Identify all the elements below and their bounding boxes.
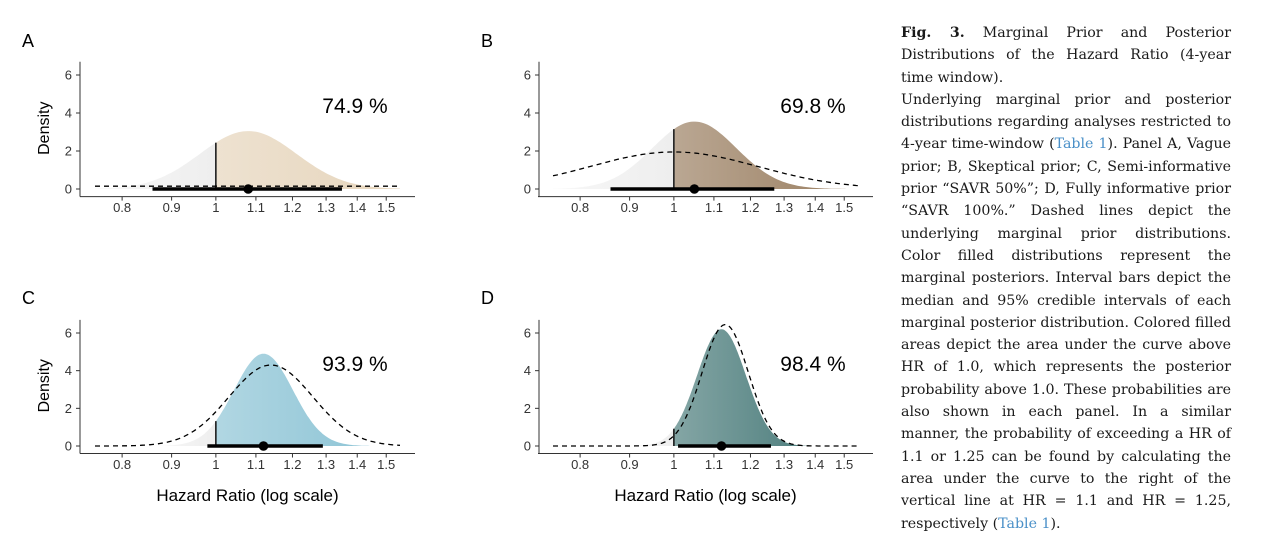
- x-tick-label: 1.4: [806, 457, 824, 472]
- x-tick-label: 1.4: [348, 200, 366, 215]
- x-tick-label: 0.9: [621, 457, 639, 472]
- y-tick-label: 4: [524, 106, 531, 121]
- panel-b: B 0 2 4 6 0.8 0.9 1 1.1 1.2 1.3 1.4 1.5 69.8 %: [481, 31, 873, 215]
- y-tick-label: 4: [65, 106, 72, 121]
- panel-a: A 0 2 4 6 Density 0.8 0.9 1 1.1 1.2 1.3 1.4 1.5 74.9 %: [22, 31, 415, 215]
- y-tick-label: 0: [65, 439, 72, 454]
- x-tick-label: 0.8: [113, 200, 131, 215]
- panel-c: C 0 2 4 6 Density 0.8 0.9 1 1.1 1.2 1.3 1.4 1.5 Hazard…: [22, 288, 415, 505]
- x-tick-label: 1.5: [835, 457, 853, 472]
- caption-body-2: ). Panel A, Vague prior; B, Skeptical pr…: [901, 136, 1231, 532]
- y-tick-label: 6: [65, 326, 72, 341]
- y-tick-label: 0: [524, 182, 531, 197]
- x-tick-label: 1.2: [741, 200, 759, 215]
- median-point: [258, 441, 269, 451]
- y-tick-label: 6: [524, 68, 531, 83]
- x-tick-label: 1.5: [835, 200, 853, 215]
- x-tick-label: 0.9: [163, 200, 181, 215]
- x-tick-label: 1.4: [806, 200, 824, 215]
- x-tick-label: 1.5: [377, 200, 395, 215]
- y-tick-label: 4: [524, 363, 531, 378]
- x-tick-label: 1.1: [247, 200, 265, 215]
- median-point: [243, 184, 254, 194]
- posterior-area: [157, 353, 370, 446]
- x-tick-label: 1: [670, 457, 677, 472]
- median-point: [689, 184, 700, 194]
- table-1-link-2[interactable]: Table 1: [998, 515, 1051, 532]
- x-tick-label: 0.9: [621, 200, 639, 215]
- table-1-link[interactable]: Table 1: [1054, 136, 1108, 153]
- y-tick-label: 2: [65, 401, 72, 416]
- x-tick-label: 1.3: [775, 200, 793, 215]
- x-tick-label: 1.1: [247, 457, 265, 472]
- x-tick-label: 1.3: [317, 200, 335, 215]
- x-tick-label: 1.2: [283, 457, 301, 472]
- x-axis-title: Hazard Ratio (log scale): [614, 486, 796, 505]
- x-tick-label: 1: [212, 200, 219, 215]
- panel-letter: D: [481, 288, 494, 308]
- x-tick-label: 0.9: [163, 457, 181, 472]
- y-tick-label: 4: [65, 363, 72, 378]
- x-tick-label: 1.2: [283, 200, 301, 215]
- probability-label: 74.9 %: [322, 95, 387, 118]
- x-tick-label: 1: [670, 200, 677, 215]
- caption-label: Fig. 3.: [901, 25, 965, 41]
- probability-label: 93.9 %: [322, 353, 387, 376]
- figure: A 0 2 4 6 Density 0.8 0.9 1 1.1 1.2 1.3 1.4 1.5 74.9 %…: [22, 31, 873, 505]
- y-tick-label: 6: [524, 326, 531, 341]
- probability-label: 69.8 %: [780, 95, 845, 118]
- posterior-area: [633, 329, 810, 446]
- prior-curve: [553, 323, 858, 447]
- y-axis-title: Density: [36, 102, 53, 155]
- x-tick-label: 1.2: [741, 457, 759, 472]
- panel-letter: C: [22, 288, 35, 308]
- caption-body-3: ).: [1050, 515, 1061, 532]
- probability-label: 98.4 %: [780, 353, 845, 376]
- y-tick-label: 6: [65, 68, 72, 83]
- x-tick-label: 1.1: [705, 457, 723, 472]
- posterior-area: [95, 131, 400, 189]
- posterior-area: [553, 121, 846, 189]
- y-axis-title: Density: [36, 359, 53, 412]
- median-point: [716, 441, 727, 451]
- y-tick-label: 0: [65, 182, 72, 197]
- panel-letter: A: [22, 31, 34, 51]
- caption-title: Marginal Prior and Posterior Distributio…: [901, 25, 1232, 86]
- prior-curve: [552, 151, 859, 187]
- x-tick-label: 0.8: [113, 457, 131, 472]
- y-tick-label: 2: [524, 144, 531, 159]
- y-tick-label: 2: [524, 401, 531, 416]
- x-tick-label: 0.8: [571, 457, 589, 472]
- panel-letter: B: [481, 31, 493, 51]
- y-tick-label: 2: [65, 144, 72, 159]
- panel-d: D 0 2 4 6 0.8 0.9 1 1.1 1.2 1.3 1.4 1.5 Hazard Ratio …: [481, 288, 873, 505]
- caption-body-1: Underlying marginal prior and posterior …: [901, 91, 1231, 153]
- x-tick-label: 0.8: [571, 200, 589, 215]
- x-tick-label: 1.3: [775, 457, 793, 472]
- chart-area: A 0 2 4 6 Density 0.8 0.9 1 1.1 1.2 1.3 1.4 1.5 74.9 %…: [22, 31, 873, 505]
- x-tick-label: 1: [212, 457, 219, 472]
- x-axis-title: Hazard Ratio (log scale): [156, 486, 338, 505]
- prior-curve: [95, 364, 401, 447]
- x-tick-label: 1.4: [348, 457, 366, 472]
- y-tick-label: 0: [524, 439, 531, 454]
- x-tick-label: 1.5: [377, 457, 395, 472]
- x-tick-label: 1.3: [317, 457, 335, 472]
- x-tick-label: 1.1: [705, 200, 723, 215]
- figure-caption: Fig. 3. Marginal Prior and Posterior Dis…: [901, 22, 1231, 535]
